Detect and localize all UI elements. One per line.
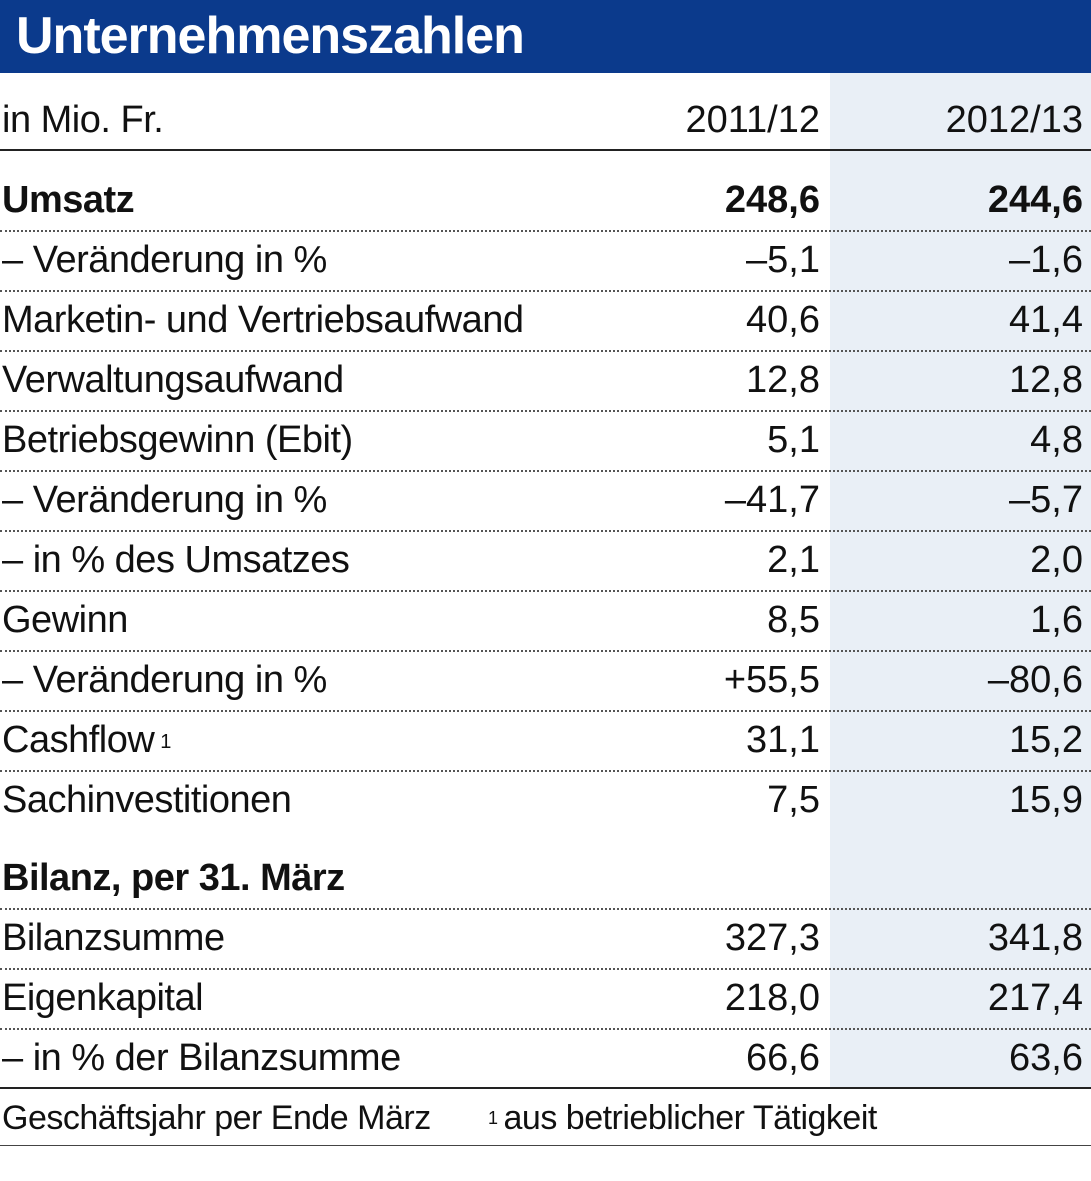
fiscal-year-note: Geschäftsjahr per Ende März <box>2 1099 431 1137</box>
table-row: Bilanzsumme 327,3 341,8 <box>0 908 1091 970</box>
table-row: – Veränderung in % –41,7 –5,7 <box>0 470 1091 532</box>
table-row: – in % der Bilanzsumme 66,6 63,6 <box>0 1028 1091 1088</box>
row-value-2011-12: 66,6 <box>746 1037 820 1079</box>
table-row: Gewinn 8,5 1,6 <box>0 590 1091 652</box>
footnote: Geschäftsjahr per Ende März 1 aus betrieb… <box>2 1096 877 1140</box>
row-value-2011-12: 7,5 <box>767 779 820 821</box>
table-row: Eigenkapital 218,0 217,4 <box>0 968 1091 1030</box>
table-row: Sachinvestitionen 7,5 15,9 <box>0 770 1091 830</box>
row-value-2011-12: +55,5 <box>723 659 820 701</box>
row-value-2012-13: –80,6 <box>987 659 1083 701</box>
row-value-2012-13: 15,2 <box>1009 719 1083 761</box>
footnote-marker: 1 <box>488 1108 498 1128</box>
cashflow-footnote: 1 aus betrieblicher Tätigkeit <box>488 1096 877 1140</box>
row-value-2012-13: 341,8 <box>987 917 1083 959</box>
table-row: – in % des Umsatzes 2,1 2,0 <box>0 530 1091 592</box>
row-value-2011-12: 31,1 <box>746 719 820 761</box>
footnote-marker: 1 <box>160 731 171 753</box>
row-value-2011-12: 327,3 <box>724 917 820 959</box>
column-header-2012-13: 2012/13 <box>945 99 1083 141</box>
footnote-rule <box>0 1145 1091 1146</box>
row-value-2011-12: 2,1 <box>767 539 820 581</box>
table-row-umsatz: Umsatz 248,6 244,6 <box>0 170 1091 232</box>
table-title: Unternehmenszahlen <box>16 7 525 65</box>
unit-label: in Mio. Fr. <box>2 99 164 141</box>
row-value-2012-13: 244,6 <box>987 179 1083 221</box>
row-label: – Veränderung in % <box>2 659 327 701</box>
row-label: Bilanzsumme <box>2 917 225 959</box>
table-row: Marketin- und Vertriebsaufwand 40,6 41,4 <box>0 290 1091 352</box>
row-value-2012-13: 12,8 <box>1009 359 1083 401</box>
row-value-2011-12: –41,7 <box>724 479 820 521</box>
row-value-2011-12: –5,1 <box>746 239 820 281</box>
header-rule <box>0 149 1091 151</box>
section-heading: Bilanz, per 31. März <box>2 857 345 899</box>
row-value-2012-13: 2,0 <box>1030 539 1083 581</box>
row-value-2011-12: 5,1 <box>767 419 820 461</box>
section-heading-bilanz: Bilanz, per 31. März <box>0 848 1091 910</box>
table-row: Verwaltungsaufwand 12,8 12,8 <box>0 350 1091 412</box>
row-value-2011-12: 248,6 <box>724 179 820 221</box>
row-value-2011-12: 40,6 <box>746 299 820 341</box>
row-label: Cashflow 1 <box>2 718 171 762</box>
row-label: – in % des Umsatzes <box>2 539 350 581</box>
table-bottom-rule <box>0 1087 1091 1089</box>
footnote-text: aus betrieblicher Tätigkeit <box>503 1099 878 1137</box>
row-label: Eigenkapital <box>2 977 204 1019</box>
row-value-2011-12: 218,0 <box>724 977 820 1019</box>
row-label: Betriebsgewinn (Ebit) <box>2 419 353 461</box>
row-label: – in % der Bilanzsumme <box>2 1037 401 1079</box>
row-value-2012-13: 1,6 <box>1030 599 1083 641</box>
table-row-cashflow: Cashflow 1 31,1 15,2 <box>0 710 1091 772</box>
table-row: – Veränderung in % –5,1 –1,6 <box>0 230 1091 292</box>
header-row: in Mio. Fr. 2011/12 2012/13 <box>0 90 1091 150</box>
table-row: – Veränderung in % +55,5 –80,6 <box>0 650 1091 712</box>
row-value-2012-13: 41,4 <box>1009 299 1083 341</box>
row-label: – Veränderung in % <box>2 479 327 521</box>
row-value-2011-12: 8,5 <box>767 599 820 641</box>
row-label-text: Cashflow <box>2 719 155 761</box>
row-value-2012-13: 217,4 <box>987 977 1083 1019</box>
column-header-2011-12: 2011/12 <box>685 99 820 141</box>
row-label: Umsatz <box>2 179 135 221</box>
table-row: Betriebsgewinn (Ebit) 5,1 4,8 <box>0 410 1091 472</box>
title-bar: Unternehmenszahlen <box>0 0 1091 73</box>
row-label: Verwaltungsaufwand <box>2 359 344 401</box>
shaded-column-2012-13 <box>830 73 1091 1087</box>
row-label: Marketin- und Vertriebsaufwand <box>2 299 524 341</box>
row-label: – Veränderung in % <box>2 239 327 281</box>
row-value-2012-13: 15,9 <box>1009 779 1083 821</box>
row-value-2012-13: –1,6 <box>1009 239 1083 281</box>
row-value-2012-13: 63,6 <box>1009 1037 1083 1079</box>
row-label: Sachinvestitionen <box>2 779 292 821</box>
row-label: Gewinn <box>2 599 128 641</box>
row-value-2012-13: 4,8 <box>1030 419 1083 461</box>
row-value-2012-13: –5,7 <box>1009 479 1083 521</box>
row-value-2011-12: 12,8 <box>746 359 820 401</box>
